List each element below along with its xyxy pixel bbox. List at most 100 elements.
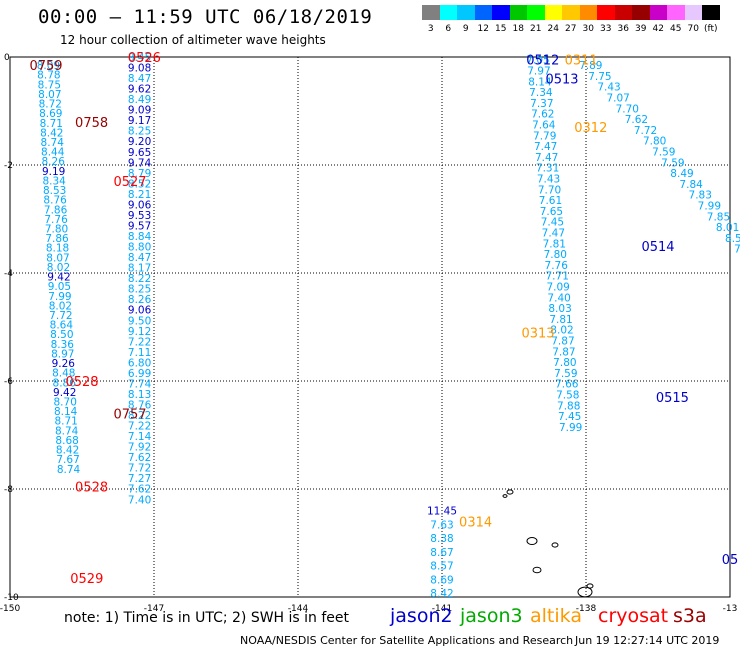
wave-height-value: 7.49: [734, 244, 740, 256]
pass-label: 0513: [545, 73, 578, 88]
wave-height-value: 8.26: [128, 294, 152, 306]
wave-height-value: 7.67: [56, 454, 79, 466]
wave-height-value: 7.62: [531, 109, 554, 121]
island-outlines: [502, 489, 594, 598]
wave-height-value: 8.26: [42, 156, 66, 168]
color-scale-label: 42: [652, 24, 664, 34]
wave-height-value: 8.74: [57, 464, 81, 476]
wave-height-value: 8.71: [54, 416, 77, 428]
wave-height-value: 7.99: [698, 201, 721, 213]
generation-timestamp: Jun 19 12:27:14 UTC 2019: [575, 634, 720, 647]
pass-label: 0757: [113, 407, 146, 422]
wave-height-value: 8.97: [51, 348, 74, 360]
pass-label: 0529: [70, 572, 103, 587]
wave-height-value: 8.44: [41, 147, 65, 159]
color-scale-label: (ft): [703, 24, 718, 34]
axis-ticks: -150 -147 -144 -141 -138 -13 0 -2 -4 -6 -8 -10: [0, 53, 737, 614]
wave-height-value: 7.86: [45, 233, 69, 245]
wave-height-value: 8.52: [128, 178, 151, 190]
wave-height-value: 7.81: [549, 314, 572, 326]
plot-frame: [9, 56, 731, 598]
wave-height-value: 9.74: [128, 157, 152, 169]
wave-height-value: 6.99: [128, 368, 151, 380]
wave-height-value: 8.07: [38, 89, 61, 101]
wave-height-value: 8.49: [128, 94, 151, 106]
wave-height-value: 9.06: [128, 199, 152, 211]
island-outline: [577, 586, 593, 598]
pass-labels: 0526 0759 0527 0758 0528 0757 0528 0529 0512 0311…: [29, 51, 738, 587]
color-scale-label: 6: [445, 24, 452, 34]
wave-height-value: 7.88: [557, 400, 580, 412]
wave-height-value: 7.45: [558, 411, 581, 423]
color-swatch: [702, 5, 720, 20]
wave-height-value: 7.59: [661, 157, 684, 169]
wave-height-value: 8.84: [128, 231, 152, 243]
wave-height-value: 8.74: [55, 425, 79, 437]
y-tick-label: -8: [4, 485, 13, 495]
x-tick-label: -147: [144, 604, 164, 614]
y-tick-label: -6: [4, 377, 13, 387]
wave-height-value: 7.62: [128, 484, 151, 496]
color-scale-label: 36: [617, 24, 629, 34]
wave-height-value: 9.12: [128, 326, 151, 338]
color-scale-label: 9: [462, 24, 469, 34]
wave-height-value: 7.71: [546, 271, 569, 283]
wave-height-value: 8.76: [128, 399, 152, 411]
wave-height-value: 8.02: [47, 262, 70, 274]
color-swatch: [474, 5, 492, 20]
wave-height-value: 9.05: [48, 281, 71, 293]
wave-height-value: 7.31: [536, 163, 559, 175]
wave-height-value: 7.80: [643, 136, 666, 148]
color-scale-label: 15: [495, 24, 507, 34]
color-swatch: [562, 5, 580, 20]
color-swatch: [457, 5, 475, 20]
wave-height-value: 7.47: [534, 141, 557, 153]
legend-cryosat: cryosat: [598, 605, 669, 627]
wave-height-value: 8.45: [128, 52, 151, 64]
pass-label: 0515: [656, 391, 689, 406]
map-subtitle: 12 hour collection of altimeter wave hei…: [60, 33, 326, 47]
wave-height-value: 8.50: [50, 329, 73, 341]
pass-label: 0758: [75, 116, 108, 131]
wave-height-value: 9.26: [52, 358, 76, 370]
pass-label: 0527: [113, 175, 146, 190]
wave-height-value: 8.14: [54, 406, 78, 418]
wave-height-value: 7.81: [543, 238, 566, 250]
color-swatch: [684, 5, 702, 20]
color-swatch: [492, 5, 510, 20]
wave-height-value: 8.25: [128, 126, 151, 138]
wave-height-value: 8.25: [128, 284, 151, 296]
wave-height-value: 7.43: [597, 82, 620, 94]
pass-label: 0312: [574, 121, 607, 136]
wave-height-value: 7.76: [44, 214, 68, 226]
wave-height-value: 8.36: [51, 339, 75, 351]
color-swatch: [667, 5, 685, 20]
wave-height-value: 7.80: [45, 224, 68, 236]
x-tick-label: -150: [0, 604, 20, 614]
color-swatch: [579, 5, 597, 20]
wave-height-value: 7.63: [430, 519, 453, 531]
pass-label: 0313: [521, 326, 554, 341]
wave-height-value: 9.57: [128, 220, 151, 232]
wave-height-value: 7.84: [679, 179, 703, 191]
wave-height-value: 8.72: [39, 99, 62, 111]
wave-height-value: 9.20: [128, 136, 151, 148]
wave-height-value: 7.72: [128, 463, 151, 475]
wave-height-value: 8.42: [40, 127, 63, 139]
wave-height-value: 8.01: [716, 222, 739, 234]
color-swatch: [422, 5, 440, 20]
wave-height-value: 8.02: [49, 300, 72, 312]
wave-height-value: 7.05: [526, 55, 549, 67]
wave-height-value: 9.53: [128, 210, 151, 222]
wave-height-value: 7.80: [544, 249, 567, 261]
wave-height-value: 9.09: [128, 105, 151, 117]
color-swatch: [597, 5, 615, 20]
wave-height-value: 7.43: [537, 174, 560, 186]
wave-height-values: 8.459.088.479.628.499.099.178.259.209.65…: [37, 52, 740, 600]
pass-label: 0759: [29, 59, 62, 74]
color-scale-label: 12: [477, 24, 489, 34]
wave-height-value: 9.50: [128, 315, 151, 327]
legend-altika: altika: [530, 605, 582, 627]
island-outline: [526, 537, 538, 545]
